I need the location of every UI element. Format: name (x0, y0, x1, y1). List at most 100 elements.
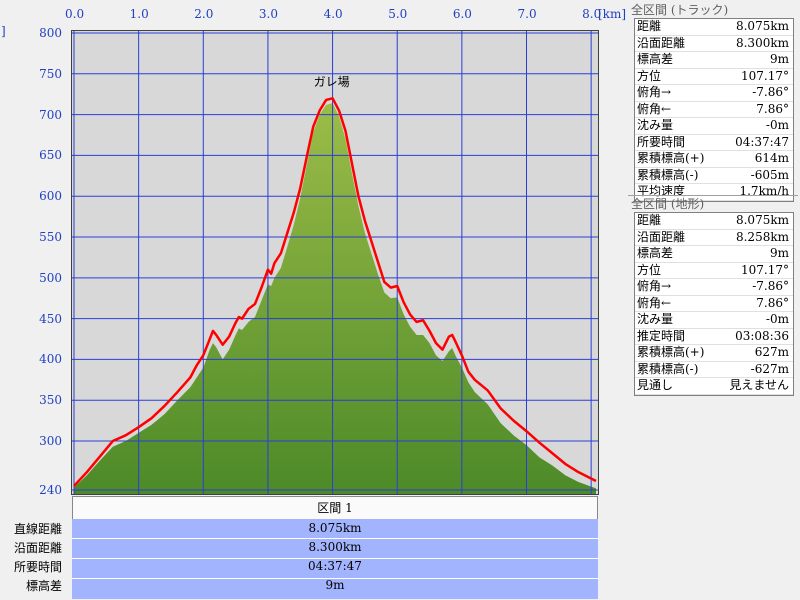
x-tick-label: 4.0 (323, 7, 343, 21)
track-summary-title: 全区間 (トラック) (631, 3, 729, 17)
y-tick-label: 600 (39, 189, 62, 204)
track-summary-row: 距離 8.075km (635, 19, 793, 36)
terrain-summary-row-value: 627m (754, 345, 789, 359)
terrain-summary-row-value: 03:08:36 (735, 328, 789, 343)
terrain-summary-row: 方位 107.17° (635, 262, 793, 279)
y-tick-label: 240 (39, 483, 62, 497)
y-tick-label: 700 (39, 107, 62, 122)
track-summary-row-key: 沿面距離 (637, 35, 686, 50)
section-surface-distance-label: 沿面距離 (13, 541, 62, 555)
x-tick-label: 8.0 (582, 7, 602, 21)
track-summary-row-key: 俯角← (637, 101, 672, 116)
track-summary-row: 俯角→ -7.86° (635, 85, 793, 102)
track-summary-row-value: 8.075km (735, 19, 789, 33)
section-values: 8.075km 8.300km 04:37:47 9m (72, 519, 598, 599)
track-summary-row-value: -7.86° (752, 85, 789, 99)
track-summary-row-value: 04:37:47 (735, 134, 789, 149)
x-tick-label: 6.0 (452, 7, 472, 21)
terrain-summary-row: 俯角→ -7.86° (635, 279, 793, 296)
x-axis-unit-label: [km] (598, 7, 627, 21)
y-tick-label: 400 (39, 352, 62, 367)
y-tick-label: 800 (39, 26, 62, 40)
terrain-summary-row-key: 沈み量 (637, 312, 674, 326)
track-summary-row-value: -0m (765, 118, 789, 132)
section-row-divider (72, 578, 598, 579)
terrain-summary-row-value: -7.86° (752, 279, 789, 293)
track-summary-row: 方位 107.17° (635, 68, 793, 85)
terrain-summary-row-key: 方位 (637, 262, 662, 277)
section-row-divider (72, 558, 598, 559)
section-elevation-diff-label: 標高差 (25, 579, 62, 593)
track-elevation-line (73, 97, 597, 487)
terrain-summary-row-value: 見えません (729, 378, 789, 392)
terrain-summary-row-key: 累積標高(-) (637, 361, 699, 376)
track-summary-row-key: 距離 (637, 19, 662, 33)
track-summary-table: 距離 8.075km 沿面距離 8.300km 標高差 9m 方位 107.17° 俯角→ -7.… (634, 18, 794, 202)
track-summary-row-value: 614m (754, 151, 789, 165)
terrain-summary-row-value: 107.17° (741, 262, 789, 277)
track-summary-row-key: 俯角→ (637, 85, 672, 99)
section-straight-distance-value: 8.075km (308, 521, 362, 535)
terrain-summary-row-key: 俯角← (637, 295, 672, 310)
x-tick-label: 2.0 (194, 7, 214, 21)
section-elapsed-time-label: 所要時間 (13, 560, 62, 574)
terrain-summary-row-key: 見通し (637, 378, 674, 392)
terrain-summary-row: 俯角← 7.86° (635, 295, 793, 312)
annotation-label: ガレ場 (314, 75, 350, 89)
track-summary-row-key: 平均速度 (637, 184, 686, 198)
terrain-summary-row: 標高差 9m (635, 246, 793, 263)
x-tick-label: 0.0 (65, 7, 85, 21)
section-elapsed-time-value: 04:37:47 (308, 559, 362, 573)
terrain-summary-title: 全区間 (地形) (628, 195, 798, 212)
track-summary-row-value: 9m (769, 52, 789, 66)
track-summary-row: 沿面距離 8.300km (635, 35, 793, 52)
section-surface-distance-value: 8.300km (308, 540, 362, 554)
track-summary-row: 沈み量 -0m (635, 118, 793, 135)
track-summary-row-key: 累積標高(+) (637, 151, 705, 165)
track-summary-row-key: 累積標高(-) (637, 167, 699, 182)
x-tick-label: 7.0 (517, 7, 537, 21)
track-summary-row-value: 8.300km (735, 35, 789, 50)
terrain-elevation-area (74, 103, 596, 495)
terrain-summary-row: 沿面距離 8.258km (635, 230, 793, 246)
track-summary-row-key: 所要時間 (637, 134, 686, 149)
track-summary-row: 標高差 9m (635, 52, 793, 69)
terrain-summary-row-value: 9m (769, 246, 789, 260)
terrain-summary-row: 見通し 見えません (635, 378, 793, 395)
y-tick-label: 500 (39, 270, 62, 285)
terrain-summary-row-key: 推定時間 (637, 328, 686, 343)
x-tick-label: 5.0 (388, 7, 408, 21)
section-elevation-diff-value: 9m (325, 578, 345, 592)
terrain-summary-table: 距離 8.075km 沿面距離 8.258km 標高差 9m 方位 107.17° 俯角→ -7.… (634, 212, 794, 396)
track-summary-row-key: 標高差 (637, 52, 674, 66)
y-tick-label: 750 (39, 66, 62, 81)
terrain-summary-row: 沈み量 -0m (635, 312, 793, 329)
y-tick-label: 650 (39, 148, 62, 163)
terrain-summary-row-value: 7.86° (756, 295, 789, 310)
y-tick-label: 350 (39, 393, 62, 408)
track-summary-row-key: 方位 (637, 68, 662, 83)
y-tick-label: 550 (39, 230, 62, 245)
section-row-divider (72, 538, 598, 539)
terrain-summary-row: 累積標高(-) -627m (635, 361, 793, 378)
y-axis-bracket: ] (1, 24, 6, 38)
track-summary-row: 累積標高(-) -605m (635, 167, 793, 184)
x-tick-label: 1.0 (129, 7, 149, 21)
section-title: 区間 1 (72, 496, 598, 520)
track-summary-row-value: 107.17° (741, 68, 789, 83)
track-summary-row: 俯角← 7.86° (635, 101, 793, 118)
track-summary-row-value: 7.86° (756, 101, 789, 116)
terrain-summary-row: 推定時間 03:08:36 (635, 328, 793, 345)
terrain-summary-row-value: -0m (765, 312, 789, 326)
terrain-summary-row-value: 8.075km (735, 213, 789, 227)
track-summary-row: 平均速度 1.7km/h (635, 184, 793, 201)
track-summary-row-value: -605m (750, 167, 789, 182)
terrain-summary-row-key: 距離 (637, 213, 662, 227)
x-tick-label: 3.0 (258, 7, 279, 21)
elevation-profile-chart[interactable]: ガレ場 (71, 30, 599, 495)
terrain-summary-row: 累積標高(+) 627m (635, 345, 793, 362)
terrain-summary-row-key: 俯角→ (637, 279, 672, 293)
section-straight-distance-label: 直線距離 (13, 522, 62, 536)
terrain-summary-row-key: 累積標高(+) (637, 345, 705, 359)
plot-frame (71, 30, 599, 495)
